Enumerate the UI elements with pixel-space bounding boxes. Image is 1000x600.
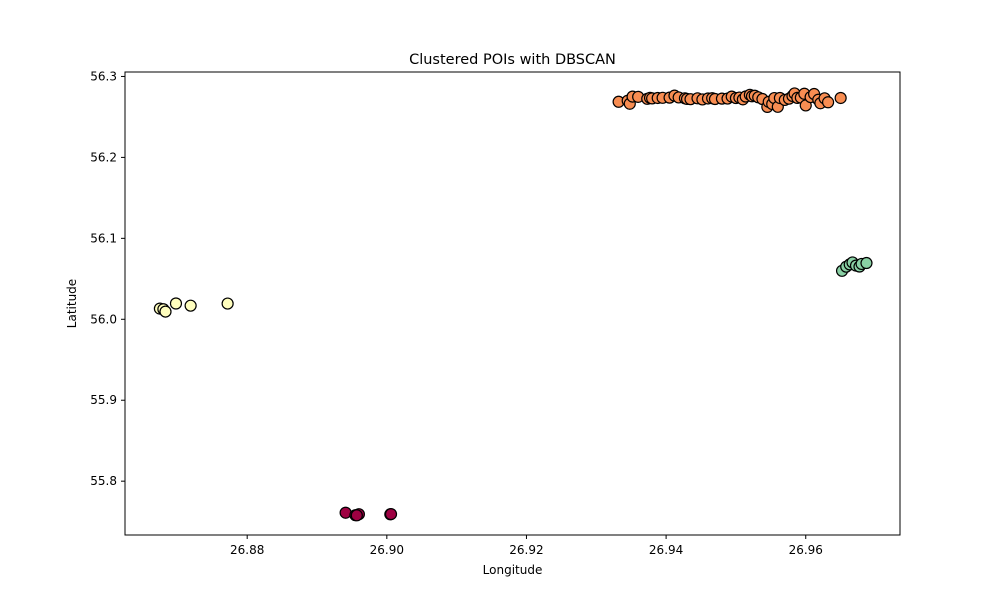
x-axis-ticks: 26.88 26.90 26.92 26.94 26.96 [230, 535, 823, 557]
data-point-cluster-1 [184, 299, 197, 312]
y-tick-label: 56.1 [90, 231, 117, 245]
x-tick-label: 26.88 [230, 543, 264, 557]
data-point-cluster-0 [384, 508, 398, 521]
data-point-cluster-2 [821, 96, 835, 109]
x-tick-label: 26.92 [509, 543, 543, 557]
chart-title: Clustered POIs with DBSCAN [409, 52, 616, 68]
x-tick-label: 26.96 [789, 543, 823, 557]
x-axis-label: Longitude [483, 563, 543, 577]
data-point-cluster-1 [159, 305, 172, 318]
data-point-cluster-0 [350, 509, 363, 522]
y-tick-label: 55.8 [90, 474, 117, 488]
y-tick-label: 56.0 [90, 312, 117, 326]
data-point-cluster-2 [834, 91, 847, 105]
y-axis-ticks: 55.8 55.9 56.0 56.1 56.2 56.3 [90, 69, 125, 488]
data-point-cluster-1 [221, 297, 234, 310]
x-tick-label: 26.90 [370, 543, 404, 557]
y-axis-label: Latitude [65, 279, 79, 328]
x-tick-label: 26.94 [649, 543, 683, 557]
plot-frame [124, 71, 901, 536]
data-point-cluster-3 [860, 256, 873, 270]
data-point-cluster-1 [169, 297, 183, 310]
y-tick-label: 56.2 [90, 150, 117, 164]
y-tick-label: 55.9 [90, 393, 117, 407]
points-layer [153, 87, 873, 522]
y-tick-label: 56.3 [90, 69, 117, 83]
